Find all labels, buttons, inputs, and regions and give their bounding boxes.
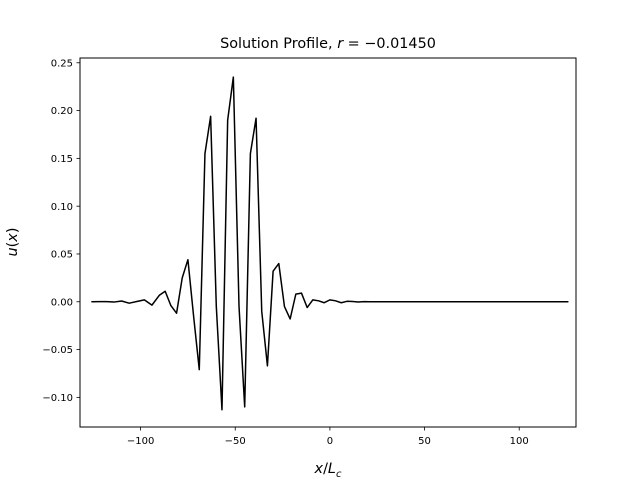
y-tick-label: −0.10 — [42, 393, 73, 404]
plot-frame — [79, 57, 577, 428]
y-axis-label: u(x) — [5, 228, 21, 257]
x-axis-label: x/Lc — [314, 461, 342, 480]
y-tick-label: 0.10 — [51, 202, 73, 213]
y-tick-label: 0.25 — [51, 58, 73, 69]
chart-title: Solution Profile, r = −0.01450 — [220, 36, 436, 52]
y-tick-label: 0.20 — [51, 106, 73, 117]
y-tick-label: −0.05 — [42, 345, 73, 356]
x-tick-label: 0 — [327, 436, 333, 447]
axis-ticks: −100 −50 0 50 100 −0.10 −0.05 0.00 0.05 0.10 0.15 0… — [42, 58, 528, 447]
x-tick-label: 100 — [510, 436, 529, 447]
y-tick-label: 0.05 — [51, 250, 73, 261]
x-tick-label: 50 — [418, 436, 431, 447]
y-tick-label: 0.15 — [51, 154, 73, 165]
y-tick-label: 0.00 — [51, 297, 73, 308]
series-line — [91, 76, 569, 411]
x-tick-label: −100 — [127, 436, 154, 447]
x-tick-label: −50 — [225, 436, 246, 447]
